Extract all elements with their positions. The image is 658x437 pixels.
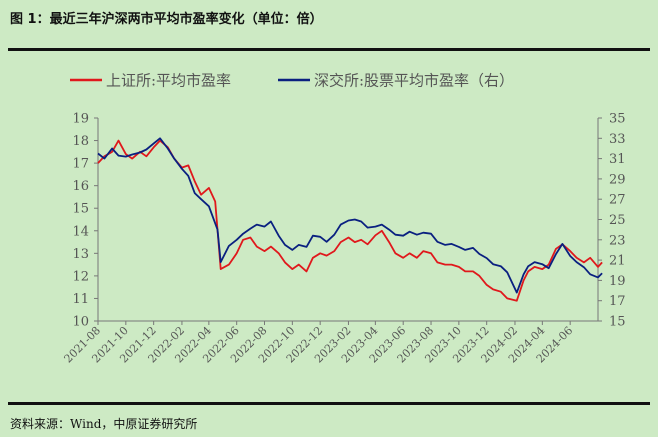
right-y-tick-label: 31	[609, 152, 626, 167]
series-line-shanghai-pe	[97, 139, 603, 302]
left-y-tick-label: 15	[72, 202, 89, 217]
right-y-tick-label: 35	[609, 112, 626, 127]
right-y-tick-label: 21	[609, 254, 626, 269]
left-y-tick-label: 10	[72, 315, 89, 330]
legend-item-shenzhen-label: 深交所:股票平均市盈率（右）	[314, 72, 514, 90]
x-tick-labels: 2021-082021-102021-122022-022022-042022-…	[62, 324, 576, 366]
left-y-tick-label: 13	[72, 247, 89, 262]
right-y-tick-label: 23	[609, 233, 626, 248]
source-note: 资料来源：Wind，中原证券研究所	[10, 417, 198, 431]
right-y-tick-label: 25	[609, 213, 626, 228]
left-y-tick-label: 19	[72, 112, 89, 127]
right-y-tick-label: 27	[609, 193, 626, 208]
pe-ratio-chart: 上证所:平均市盈率 深交所:股票平均市盈率（右） 10 11 12 13 14 15 16 17…	[62, 72, 626, 366]
left-y-tick-label: 11	[72, 292, 89, 307]
right-y-tick-label: 29	[609, 172, 626, 187]
axes: 10 11 12 13 14 15 16 17 18 19 15 17 19 21 23 25 27 29 31 33…	[72, 112, 625, 330]
right-y-tick-label: 17	[609, 294, 626, 309]
series-line-shenzhen-pe	[97, 137, 603, 294]
legend-item-shanghai-label: 上证所:平均市盈率	[106, 72, 231, 90]
right-y-tick-label: 33	[609, 132, 626, 147]
figure-title: 图 1：最近三年沪深两市平均市盈率变化（单位：倍）	[10, 12, 323, 27]
left-y-tick-label: 12	[72, 269, 89, 284]
top-rule	[8, 48, 650, 51]
left-y-tick-label: 16	[72, 179, 89, 194]
bottom-rule	[8, 402, 650, 405]
right-y-tick-label: 15	[609, 315, 626, 330]
left-y-tick-label: 17	[72, 157, 89, 172]
left-y-tick-label: 14	[72, 224, 89, 239]
right-y-tick-label: 19	[609, 274, 626, 289]
legend: 上证所:平均市盈率 深交所:股票平均市盈率（右）	[70, 72, 514, 90]
left-y-tick-label: 18	[72, 134, 89, 149]
series-lines	[97, 137, 603, 302]
